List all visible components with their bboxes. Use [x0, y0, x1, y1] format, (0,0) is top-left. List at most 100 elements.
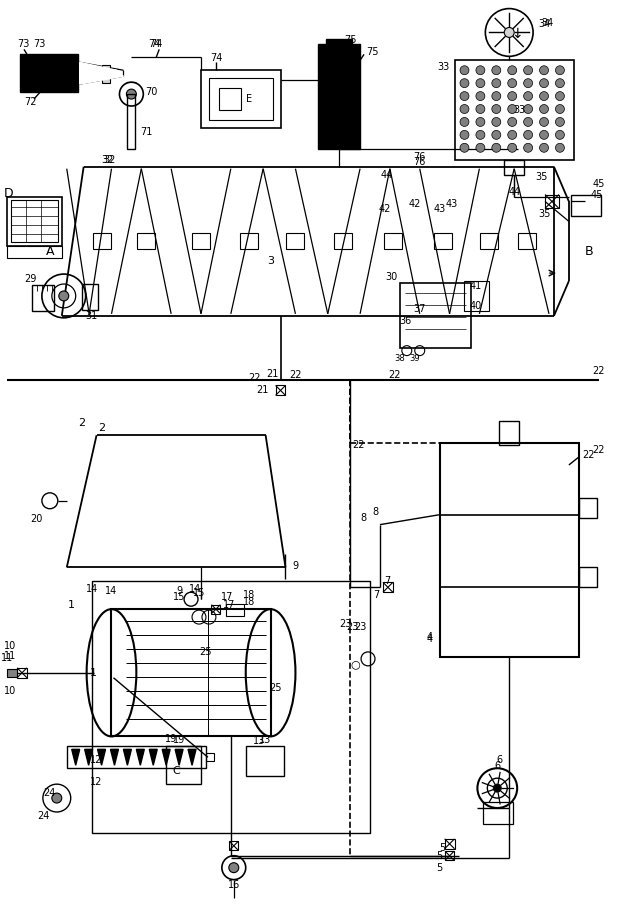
Circle shape: [494, 784, 501, 792]
Bar: [7, 246, 62, 258]
Text: 44: 44: [381, 170, 393, 180]
Bar: [7, 196, 62, 246]
Text: B: B: [584, 244, 593, 258]
Text: 1: 1: [90, 668, 97, 678]
Text: 21: 21: [256, 385, 268, 396]
Circle shape: [492, 104, 501, 113]
Circle shape: [492, 117, 501, 126]
Text: ○: ○: [350, 659, 360, 668]
Circle shape: [476, 104, 485, 113]
Bar: [445, 839, 455, 849]
Bar: [400, 283, 471, 348]
Polygon shape: [162, 750, 170, 765]
Text: 2: 2: [98, 423, 105, 433]
Bar: [102, 65, 109, 83]
Text: 7: 7: [384, 576, 390, 586]
Polygon shape: [72, 750, 80, 765]
Text: 5: 5: [436, 863, 443, 873]
Bar: [326, 40, 352, 47]
Circle shape: [539, 104, 549, 113]
Text: 43: 43: [445, 199, 458, 209]
Bar: [445, 851, 454, 860]
Text: 24: 24: [44, 788, 56, 798]
Circle shape: [539, 143, 549, 152]
Circle shape: [539, 117, 549, 126]
Circle shape: [555, 143, 565, 152]
Text: 22: 22: [389, 371, 401, 381]
Text: 42: 42: [408, 199, 421, 209]
Circle shape: [555, 78, 565, 88]
Circle shape: [229, 863, 239, 872]
Text: ↓: ↓: [511, 28, 523, 41]
Text: 75: 75: [344, 35, 357, 45]
Polygon shape: [85, 750, 93, 765]
Text: 14: 14: [106, 586, 118, 597]
Bar: [545, 195, 559, 208]
Text: 5: 5: [436, 851, 443, 861]
Circle shape: [476, 91, 485, 100]
Text: 22: 22: [352, 440, 364, 450]
Circle shape: [539, 130, 549, 139]
Text: 12: 12: [91, 777, 103, 787]
Text: 25: 25: [269, 682, 282, 692]
Text: 23: 23: [339, 619, 351, 629]
Text: 22: 22: [289, 371, 302, 381]
Text: 16: 16: [228, 880, 240, 890]
Text: 74: 74: [150, 40, 162, 50]
Circle shape: [504, 28, 514, 38]
Bar: [518, 233, 536, 249]
Bar: [212, 605, 220, 614]
Circle shape: [555, 130, 565, 139]
Text: 32: 32: [101, 155, 114, 165]
Text: 15: 15: [193, 588, 205, 598]
Circle shape: [524, 78, 532, 88]
Bar: [440, 443, 579, 656]
Circle shape: [524, 104, 532, 113]
Text: 4: 4: [426, 632, 433, 642]
Circle shape: [508, 65, 516, 75]
Polygon shape: [110, 750, 118, 765]
Text: 33: 33: [513, 105, 525, 115]
Bar: [504, 160, 524, 174]
Polygon shape: [149, 750, 157, 765]
Bar: [226, 604, 244, 616]
Bar: [465, 281, 489, 311]
Bar: [192, 233, 210, 249]
Text: 22: 22: [592, 365, 605, 375]
Text: 38: 38: [394, 354, 405, 363]
Bar: [11, 200, 58, 242]
Polygon shape: [123, 750, 131, 765]
Bar: [138, 233, 155, 249]
Bar: [7, 668, 17, 677]
Text: 36: 36: [400, 316, 412, 325]
Text: 2: 2: [78, 419, 85, 428]
Text: 1: 1: [68, 600, 75, 610]
Text: C: C: [172, 766, 180, 776]
Polygon shape: [136, 750, 144, 765]
Text: 13: 13: [259, 736, 271, 745]
Text: 70: 70: [145, 87, 157, 97]
Text: 33: 33: [437, 63, 450, 72]
Circle shape: [492, 78, 501, 88]
Circle shape: [492, 130, 501, 139]
Text: 35: 35: [535, 171, 547, 182]
Bar: [383, 583, 393, 592]
Text: 21: 21: [267, 369, 279, 379]
Bar: [246, 747, 283, 776]
Text: 41: 41: [470, 281, 481, 291]
Text: 19: 19: [165, 735, 177, 744]
Text: 71: 71: [140, 127, 152, 136]
Bar: [455, 60, 574, 160]
Circle shape: [492, 91, 501, 100]
Text: 13: 13: [252, 737, 265, 747]
Circle shape: [555, 117, 565, 126]
Text: D: D: [4, 187, 14, 200]
Text: 8: 8: [372, 507, 378, 516]
Text: 17: 17: [223, 600, 235, 610]
Bar: [20, 54, 78, 92]
Circle shape: [52, 793, 62, 803]
Circle shape: [126, 89, 136, 99]
Text: 40: 40: [470, 301, 481, 311]
Bar: [230, 841, 238, 850]
Polygon shape: [188, 750, 196, 765]
